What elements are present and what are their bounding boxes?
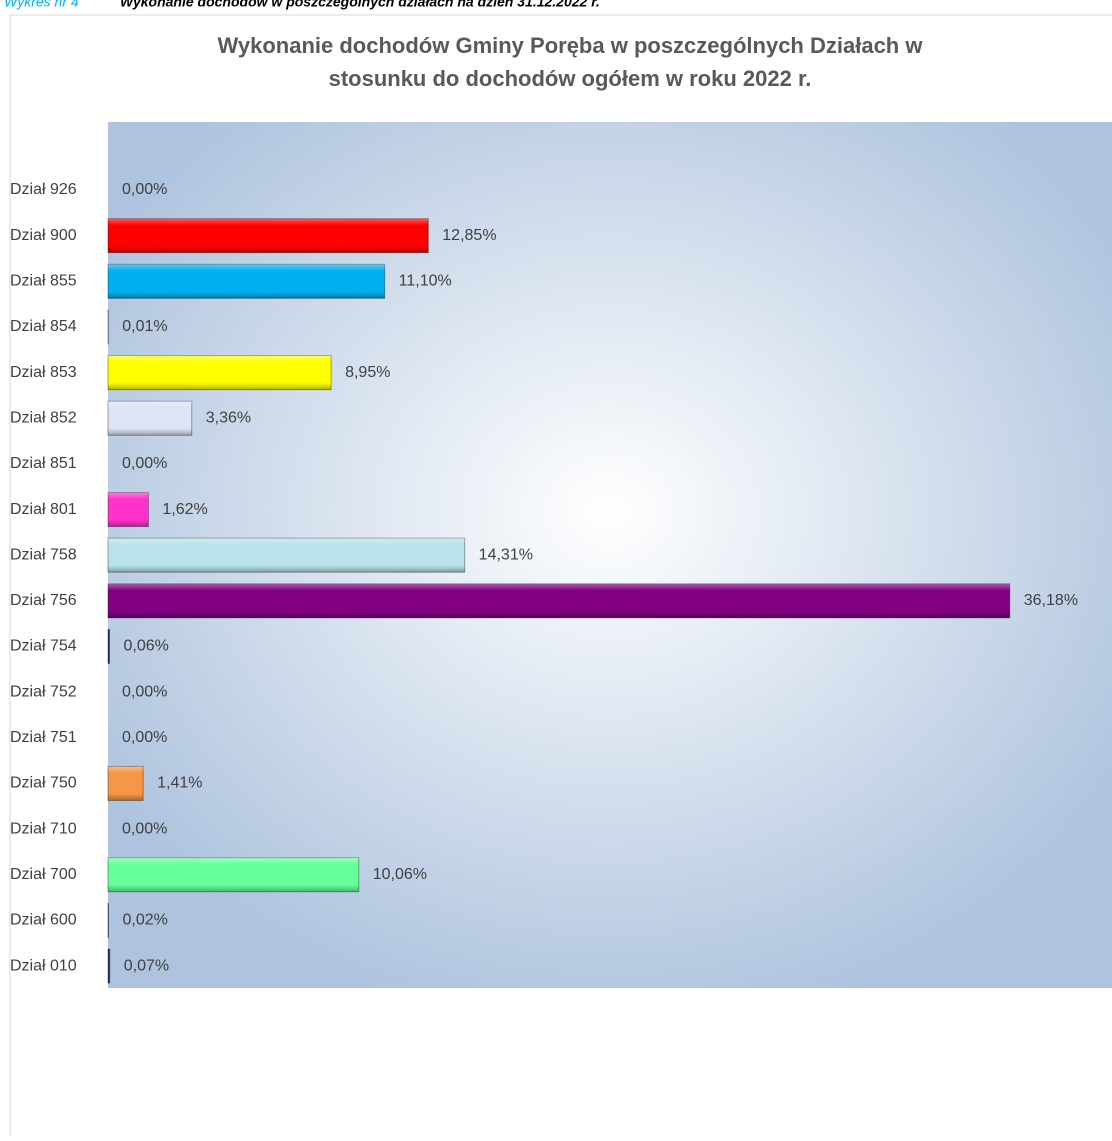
bar-bevel (108, 356, 331, 390)
y-tick-label: Dział 756 (10, 592, 77, 609)
data-label: 14,31% (479, 546, 533, 563)
y-tick-label: Dział 710 (10, 820, 77, 837)
bar-bevel (108, 401, 192, 435)
y-tick-label: Dział 852 (10, 409, 77, 426)
bar-bevel (108, 766, 143, 800)
data-label: 0,00% (122, 455, 167, 472)
data-label: 12,85% (442, 227, 496, 244)
data-label: 10,06% (373, 866, 427, 883)
bar-bevel (108, 264, 385, 298)
data-label: 0,01% (122, 318, 167, 335)
y-tick-label: Dział 853 (10, 364, 77, 381)
data-label: 0,06% (123, 638, 168, 655)
y-tick-label: Dział 010 (10, 957, 77, 974)
data-label: 0,00% (122, 729, 167, 746)
y-tick-label: Dział 752 (10, 683, 77, 700)
y-tick-label: Dział 854 (10, 318, 77, 335)
data-label: 0,02% (122, 912, 167, 929)
bar-bevel (108, 858, 359, 892)
y-tick-label: Dział 851 (10, 455, 77, 472)
chart-title: Wykonanie dochodów Gminy Poręba w poszcz… (218, 33, 924, 58)
y-tick-label: Dział 855 (10, 273, 77, 290)
data-label: 1,41% (157, 775, 202, 792)
caption-text: Wykonanie dochodów w poszczególnych dzia… (120, 0, 600, 10)
y-tick-label: Dział 900 (10, 227, 77, 244)
data-label: 0,00% (122, 820, 167, 837)
bar-bevel (108, 584, 1010, 618)
data-label: 11,10% (399, 273, 452, 290)
bar-bevel (108, 219, 428, 253)
y-tick-label: Dział 600 (10, 912, 77, 929)
bar-bevel (108, 538, 465, 572)
y-tick-label: Dział 801 (10, 501, 77, 518)
data-label: 1,62% (162, 501, 207, 518)
caption-number: Wykres nr 4 (4, 0, 79, 10)
chart-title: stosunku do dochodów ogółem w roku 2022 … (329, 66, 812, 91)
bar-bevel (108, 493, 148, 527)
data-label: 0,00% (122, 683, 167, 700)
data-label: 3,36% (206, 409, 251, 426)
y-tick-label: Dział 700 (10, 866, 77, 883)
data-label: 36,18% (1024, 592, 1078, 609)
y-tick-label: Dział 754 (10, 638, 77, 655)
y-tick-label: Dział 750 (10, 775, 77, 792)
bar (108, 949, 110, 983)
data-label: 8,95% (345, 364, 390, 381)
y-tick-label: Dział 926 (10, 181, 77, 198)
data-label: 0,00% (122, 181, 167, 198)
bar (108, 630, 109, 664)
y-tick-label: Dział 751 (10, 729, 77, 746)
data-label: 0,07% (124, 957, 169, 974)
y-tick-label: Dział 758 (10, 546, 77, 563)
